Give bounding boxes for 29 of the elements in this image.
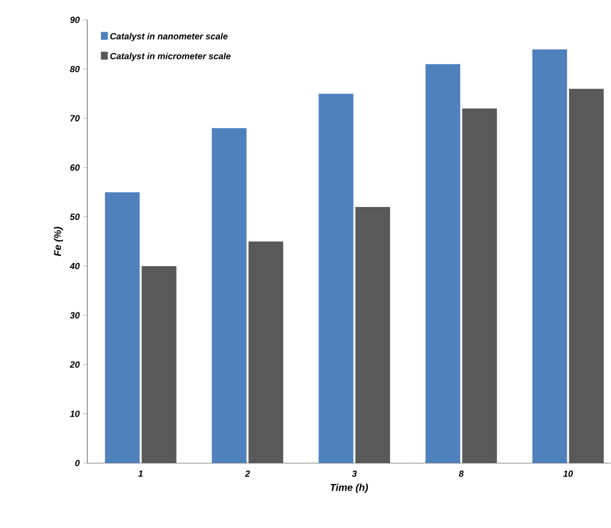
bar [426, 64, 460, 464]
bar [569, 89, 604, 464]
x-tick-label: 1 [138, 470, 143, 477]
bar [318, 94, 354, 464]
x-tick-label: 10 [563, 470, 573, 478]
bar [248, 242, 284, 464]
y-tick-label: 70 [70, 115, 80, 122]
x-tick-label: 8 [458, 470, 464, 478]
y-tick-label: 20 [70, 362, 80, 368]
bar [212, 128, 247, 464]
bar [532, 50, 568, 464]
bar [142, 266, 176, 464]
y-tick-label: 80 [70, 66, 80, 72]
y-tick-label: 0 [75, 460, 80, 466]
y-tick-label: 10 [70, 410, 80, 418]
x-tick-label: 3 [352, 470, 357, 478]
y-tick-label: 90 [70, 16, 80, 24]
bar [355, 207, 390, 464]
x-tick-label: 2 [244, 470, 250, 477]
legend-label: Catalyst in nanometer scale [110, 33, 228, 42]
y-tick-label: 50 [70, 214, 80, 220]
x-axis-title: Time (h) [330, 484, 368, 494]
bar [462, 108, 497, 464]
y-axis-title: Fe (%) [54, 227, 64, 256]
bar [104, 192, 140, 464]
y-tick-label: 60 [70, 164, 80, 171]
y-tick-label: 30 [70, 312, 80, 319]
y-tick-label: 40 [70, 263, 80, 270]
legend-label: Catalyst in micrometer scale [110, 52, 231, 62]
